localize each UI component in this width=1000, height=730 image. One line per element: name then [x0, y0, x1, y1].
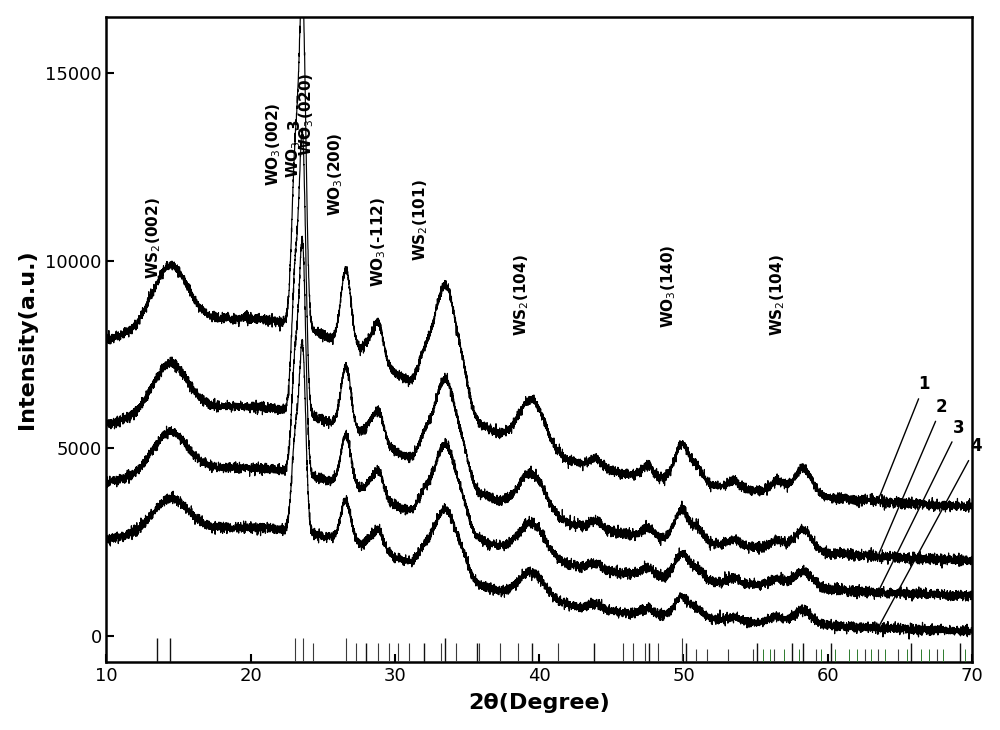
- Text: 3: 3: [879, 418, 965, 589]
- Text: WS$_2$(104): WS$_2$(104): [768, 254, 787, 336]
- Text: WS$_2$(101): WS$_2$(101): [412, 179, 430, 261]
- Text: WO$_3$: WO$_3$: [285, 140, 303, 178]
- Text: WO$_3$(140): WO$_3$(140): [660, 245, 678, 328]
- Text: 4: 4: [880, 437, 982, 626]
- Text: WO$_3$(-112): WO$_3$(-112): [370, 197, 388, 287]
- Text: WS$_2$(104): WS$_2$(104): [513, 254, 531, 336]
- Text: 3: 3: [287, 118, 302, 129]
- Text: WO$_3$(002): WO$_3$(002): [264, 102, 283, 185]
- Text: WO$_3$(200): WO$_3$(200): [326, 132, 345, 215]
- Y-axis label: Intensity(a.u.): Intensity(a.u.): [17, 250, 37, 429]
- Text: WO$_3$(020): WO$_3$(020): [298, 72, 316, 155]
- Text: 2: 2: [879, 398, 948, 553]
- X-axis label: 2θ(Degree): 2θ(Degree): [468, 694, 610, 713]
- Text: WS$_2$(002): WS$_2$(002): [145, 198, 163, 280]
- Text: 1: 1: [879, 375, 930, 497]
